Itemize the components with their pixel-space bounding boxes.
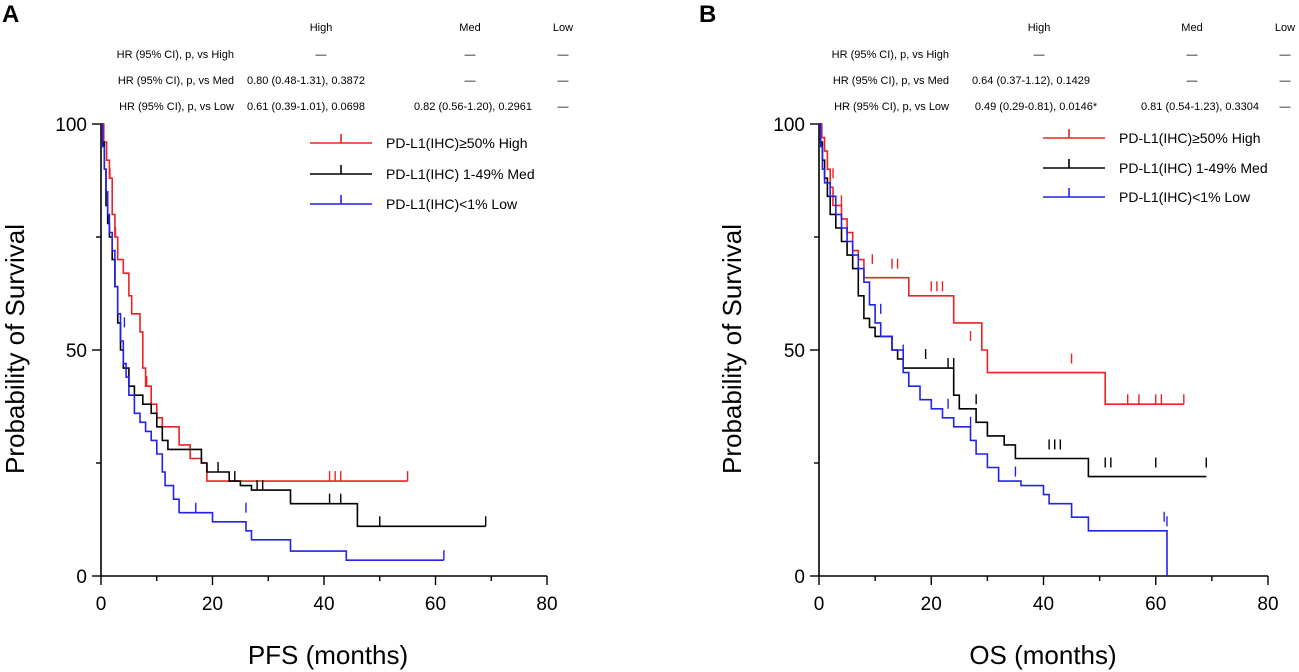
hr-row-label: HR (95% CI), p, vs Med [833,75,949,87]
hr-cell: — [558,101,569,113]
x-tick-label: 40 [313,594,334,615]
y-tick-label: 0 [794,567,805,588]
hr-col-med: Med [459,22,480,34]
y-tick-label: 100 [773,115,805,136]
panel-b-axes: 0 20 40 60 80 0 50 100 [773,115,1278,615]
y-tick-label: 0 [76,567,87,588]
hr-cell: 0.61 (0.39-1.01), 0.0698 [247,101,365,113]
x-tick-label: 60 [425,594,446,615]
panel-a-hr-table: High Med Low HR (95% CI), p, vs High — —… [117,22,574,113]
hr-cell: — [465,49,476,61]
legend-label-med: PD-L1(IHC) 1-49% Med [1119,160,1268,176]
y-axis-title: Probability of Survival [717,224,747,474]
hr-col-high: High [310,22,333,34]
hr-row-label: HR (95% CI), p, vs Med [118,75,234,87]
hr-cell: 0.80 (0.48-1.31), 0.3872 [247,75,365,87]
hr-col-low: Low [1275,22,1295,34]
x-tick-label: 60 [1145,594,1166,615]
hr-cell: 0.64 (0.37-1.12), 0.1429 [972,75,1090,87]
x-tick-label: 20 [921,594,942,615]
x-tick-label: 0 [96,594,107,615]
legend-label-high: PD-L1(IHC)≥50% High [1119,130,1261,146]
hr-cell: — [316,49,327,61]
hr-row-label: HR (95% CI), p, vs High [832,49,949,61]
x-tick-label: 0 [814,594,825,615]
hr-cell: — [1280,75,1291,87]
legend-label-low: PD-L1(IHC)<1% Low [1119,189,1251,205]
y-tick-label: 50 [784,341,805,362]
panel-a-letter: A [2,1,19,28]
panel-a-curves [101,123,487,561]
hr-col-high: High [1028,22,1051,34]
legend-label-low: PD-L1(IHC)<1% Low [386,196,518,212]
panel-b-hr-table: High Med Low HR (95% CI), p, vs High — —… [832,22,1296,113]
x-tick-label: 40 [1033,594,1054,615]
hr-cell: — [558,75,569,87]
x-axis-title: OS (months) [969,640,1116,670]
hr-cell: 0.49 (0.29-0.81), 0.0146* [975,101,1098,113]
hr-cell: — [1187,75,1198,87]
hr-cell: — [1034,49,1045,61]
panel-b-legend: PD-L1(IHC)≥50% High PD-L1(IHC) 1-49% Med… [1043,129,1268,205]
y-tick-label: 50 [66,341,87,362]
panel-b-letter: B [699,1,716,28]
hr-row-label: HR (95% CI), p, vs Low [834,101,949,113]
km-curve-low [819,123,1168,576]
legend-label-med: PD-L1(IHC) 1-49% Med [386,166,535,182]
panel-b: B High Med Low HR (95% CI), p, vs High —… [699,1,1295,670]
hr-cell: — [558,49,569,61]
km-curve-med [101,123,486,528]
x-tick-label: 80 [1257,594,1278,615]
x-tick-label: 80 [536,594,557,615]
km-curve-high [101,123,408,482]
legend-label-high: PD-L1(IHC)≥50% High [386,135,528,151]
km-curve-med [819,123,1207,478]
hr-cell: 0.81 (0.54-1.23), 0.3304 [1141,101,1259,113]
hr-row-label: HR (95% CI), p, vs Low [119,101,234,113]
panel-a-axes: 0 20 40 60 80 0 50 100 [55,115,557,615]
hr-cell: — [465,75,476,87]
panel-b-curves [819,123,1207,576]
hr-cell: — [1187,49,1198,61]
hr-row-label: HR (95% CI), p, vs High [117,49,234,61]
km-curve-low [101,123,444,561]
hr-col-low: Low [553,22,573,34]
panel-a-legend: PD-L1(IHC)≥50% High PD-L1(IHC) 1-49% Med… [310,134,535,212]
x-axis-title: PFS (months) [248,640,408,670]
panel-a: A High Med Low HR (95% CI), p, vs High —… [0,1,573,670]
hr-cell: 0.82 (0.56-1.20), 0.2961 [414,101,532,113]
hr-cell: — [1280,101,1291,113]
hr-col-med: Med [1181,22,1202,34]
hr-cell: — [1280,49,1291,61]
x-tick-label: 20 [202,594,223,615]
y-axis-title: Probability of Survival [0,224,30,474]
y-tick-label: 100 [55,115,87,136]
